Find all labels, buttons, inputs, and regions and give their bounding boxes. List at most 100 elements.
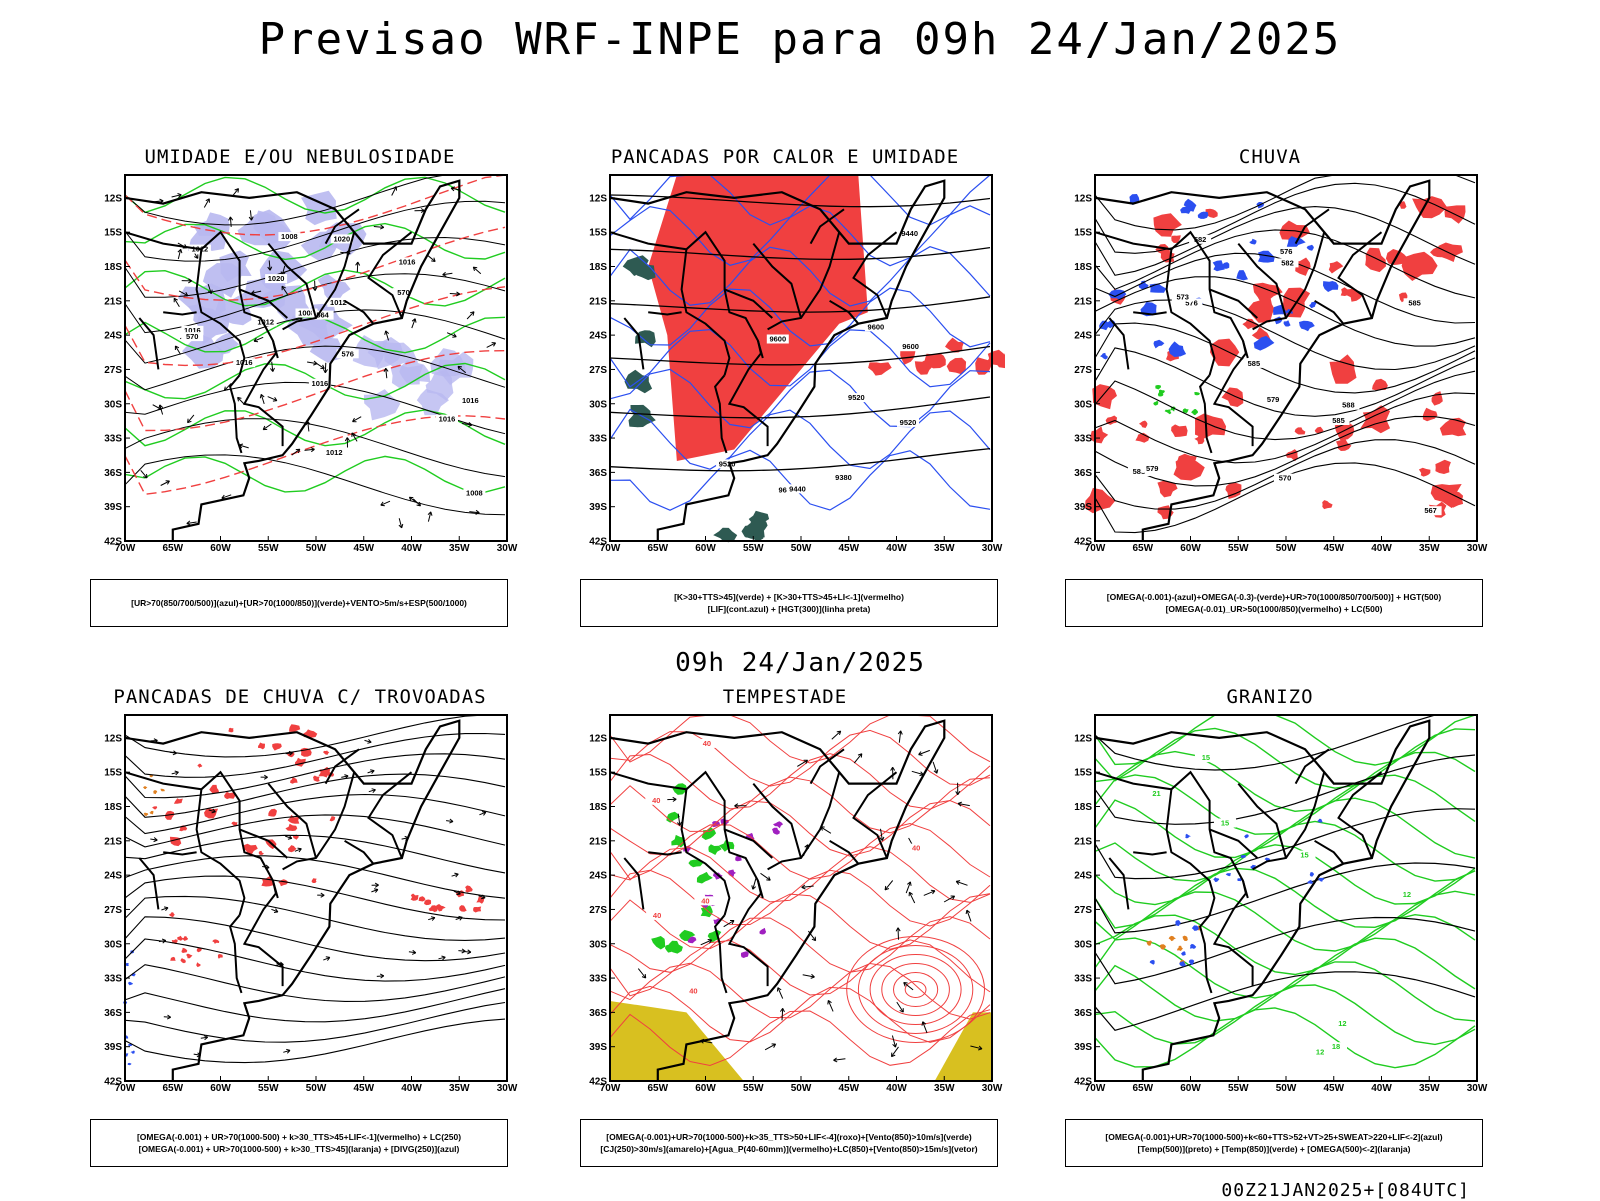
lat-tick-label: 39S xyxy=(1074,502,1092,513)
contour-label: 9600 xyxy=(769,335,786,344)
lat-tick-label: 30S xyxy=(1074,939,1092,950)
contour-label: 15 xyxy=(1221,819,1229,828)
contour-label: 585 xyxy=(1248,359,1261,368)
lon-tick-label: 65W xyxy=(1132,1083,1153,1094)
lat-tick-label: 27S xyxy=(104,905,122,916)
lat-tick-label: 30S xyxy=(104,939,122,950)
lon-tick-label: 70W xyxy=(1085,1083,1106,1094)
lat-tick-label: 27S xyxy=(589,365,607,376)
legend-line: [OMEGA(-0.001)-(azul)+OMEGA(-0.3)-(verde… xyxy=(1066,591,1482,603)
lat-tick-label: 21S xyxy=(589,296,607,307)
lat-tick-label: 21S xyxy=(1074,296,1092,307)
lat-tick-label: 39S xyxy=(1074,1042,1092,1053)
lat-tick-label: 30S xyxy=(1074,399,1092,410)
lat-tick-label: 33S xyxy=(104,434,122,445)
lon-tick-label: 55W xyxy=(1228,543,1249,554)
contour-label: 579 xyxy=(1267,395,1280,404)
contour-label: 1012 xyxy=(330,298,347,307)
lon-tick-label: 45W xyxy=(353,543,374,554)
map-chuva: 5885885855855825795765735705675855825795… xyxy=(1060,173,1490,583)
lon-tick-label: 35W xyxy=(934,1083,955,1094)
lat-tick-label: 33S xyxy=(1074,434,1092,445)
lat-tick-label: 30S xyxy=(589,399,607,410)
lat-tick-label: 15S xyxy=(589,768,607,779)
lon-tick-label: 60W xyxy=(695,543,716,554)
lon-tick-label: 65W xyxy=(162,1083,183,1094)
lat-tick-label: 27S xyxy=(1074,365,1092,376)
lat-tick-label: 24S xyxy=(1074,331,1092,342)
legend-box: [K>30+TTS>45](verde) + [K>30+TTS>45+LI<-… xyxy=(580,579,998,627)
lon-tick-label: 55W xyxy=(258,1083,279,1094)
lat-tick-label: 33S xyxy=(589,974,607,985)
lat-tick-label: 36S xyxy=(1074,468,1092,479)
lat-tick-label: 24S xyxy=(1074,871,1092,882)
lon-tick-label: 60W xyxy=(210,543,231,554)
lon-tick-label: 30W xyxy=(982,1083,1003,1094)
lat-tick-label: 39S xyxy=(589,1042,607,1053)
lat-tick-label: 18S xyxy=(589,262,607,273)
contour-label: 9600 xyxy=(902,342,919,351)
lat-tick-label: 36S xyxy=(1074,1008,1092,1019)
contour-label: 1016 xyxy=(312,379,329,388)
lat-tick-label: 30S xyxy=(589,939,607,950)
lat-tick-label: 27S xyxy=(104,365,122,376)
lat-tick-label: 39S xyxy=(589,502,607,513)
contour-label: 576 xyxy=(1280,247,1293,256)
lon-tick-label: 50W xyxy=(306,543,327,554)
contour-label: 18 xyxy=(1332,1042,1340,1051)
lon-tick-label: 45W xyxy=(353,1083,374,1094)
legend-box: [OMEGA(-0.001) + UR>70(1000-500) + k>30_… xyxy=(90,1119,508,1167)
contour-label: 573 xyxy=(1176,293,1189,302)
lat-tick-label: 15S xyxy=(589,228,607,239)
map-umidade: 1012101210161016101610161008100810161020… xyxy=(90,173,520,583)
lon-tick-label: 65W xyxy=(1132,543,1153,554)
lon-tick-label: 40W xyxy=(886,543,907,554)
contour-label: 15 xyxy=(1300,851,1308,860)
lon-tick-label: 60W xyxy=(1180,543,1201,554)
map-granizo: 121215151821121512S15S18S21S24S27S30S33S… xyxy=(1060,713,1490,1123)
lon-tick-label: 45W xyxy=(1323,1083,1344,1094)
panel-title: CHUVA xyxy=(1060,146,1480,168)
contour-label: 15 xyxy=(1202,753,1210,762)
lat-tick-label: 36S xyxy=(104,468,122,479)
contour-label: 9440 xyxy=(789,484,806,493)
lat-tick-label: 15S xyxy=(104,228,122,239)
lon-tick-label: 30W xyxy=(497,1083,518,1094)
map-pancadas-calor: 9600952096009600960095209440938095209440… xyxy=(575,173,1005,583)
lat-tick-label: 24S xyxy=(104,871,122,882)
lat-tick-label: 15S xyxy=(1074,228,1092,239)
lon-tick-label: 50W xyxy=(1276,543,1297,554)
lat-tick-label: 18S xyxy=(589,802,607,813)
lon-tick-label: 50W xyxy=(791,1083,812,1094)
lon-tick-label: 35W xyxy=(1419,543,1440,554)
lon-tick-label: 35W xyxy=(1419,1083,1440,1094)
run-timestamp: 00Z21JAN2025+[084UTC] xyxy=(1221,1180,1470,1201)
lon-tick-label: 70W xyxy=(115,1083,136,1094)
mid-date: 09h 24/Jan/2025 xyxy=(0,648,1600,678)
page-title: Previsao WRF-INPE para 09h 24/Jan/2025 xyxy=(0,14,1600,65)
contour-label: 585 xyxy=(1408,298,1421,307)
legend-box: [OMEGA(-0.001)+UR>70(1000-500)+k<60+TTS>… xyxy=(1065,1119,1483,1167)
wind-vector xyxy=(898,928,899,940)
lat-tick-label: 39S xyxy=(104,502,122,513)
lat-tick-label: 12S xyxy=(589,733,607,744)
lon-tick-label: 65W xyxy=(162,543,183,554)
contour-label: 1008 xyxy=(466,489,483,498)
contour-label: 1008 xyxy=(281,232,298,241)
wind-vector xyxy=(315,281,316,291)
legend-box: [OMEGA(-0.001)-(azul)+OMEGA(-0.3)-(verde… xyxy=(1065,579,1483,627)
contour-label: 21 xyxy=(1152,789,1160,798)
lat-tick-label: 12S xyxy=(104,733,122,744)
lon-tick-label: 30W xyxy=(497,543,518,554)
legend-line: [OMEGA(-0.001) + UR>70(1000-500) + k>30_… xyxy=(91,1131,507,1143)
lat-tick-label: 27S xyxy=(589,905,607,916)
contour-label: 588 xyxy=(1342,401,1355,410)
lat-tick-label: 24S xyxy=(104,331,122,342)
lon-tick-label: 45W xyxy=(1323,543,1344,554)
lon-tick-label: 70W xyxy=(1085,543,1106,554)
lon-tick-label: 40W xyxy=(886,1083,907,1094)
panel-title: PANCADAS DE CHUVA C/ TROVOADAS xyxy=(90,686,510,708)
lon-tick-label: 60W xyxy=(1180,1083,1201,1094)
panel-title: GRANIZO xyxy=(1060,686,1480,708)
